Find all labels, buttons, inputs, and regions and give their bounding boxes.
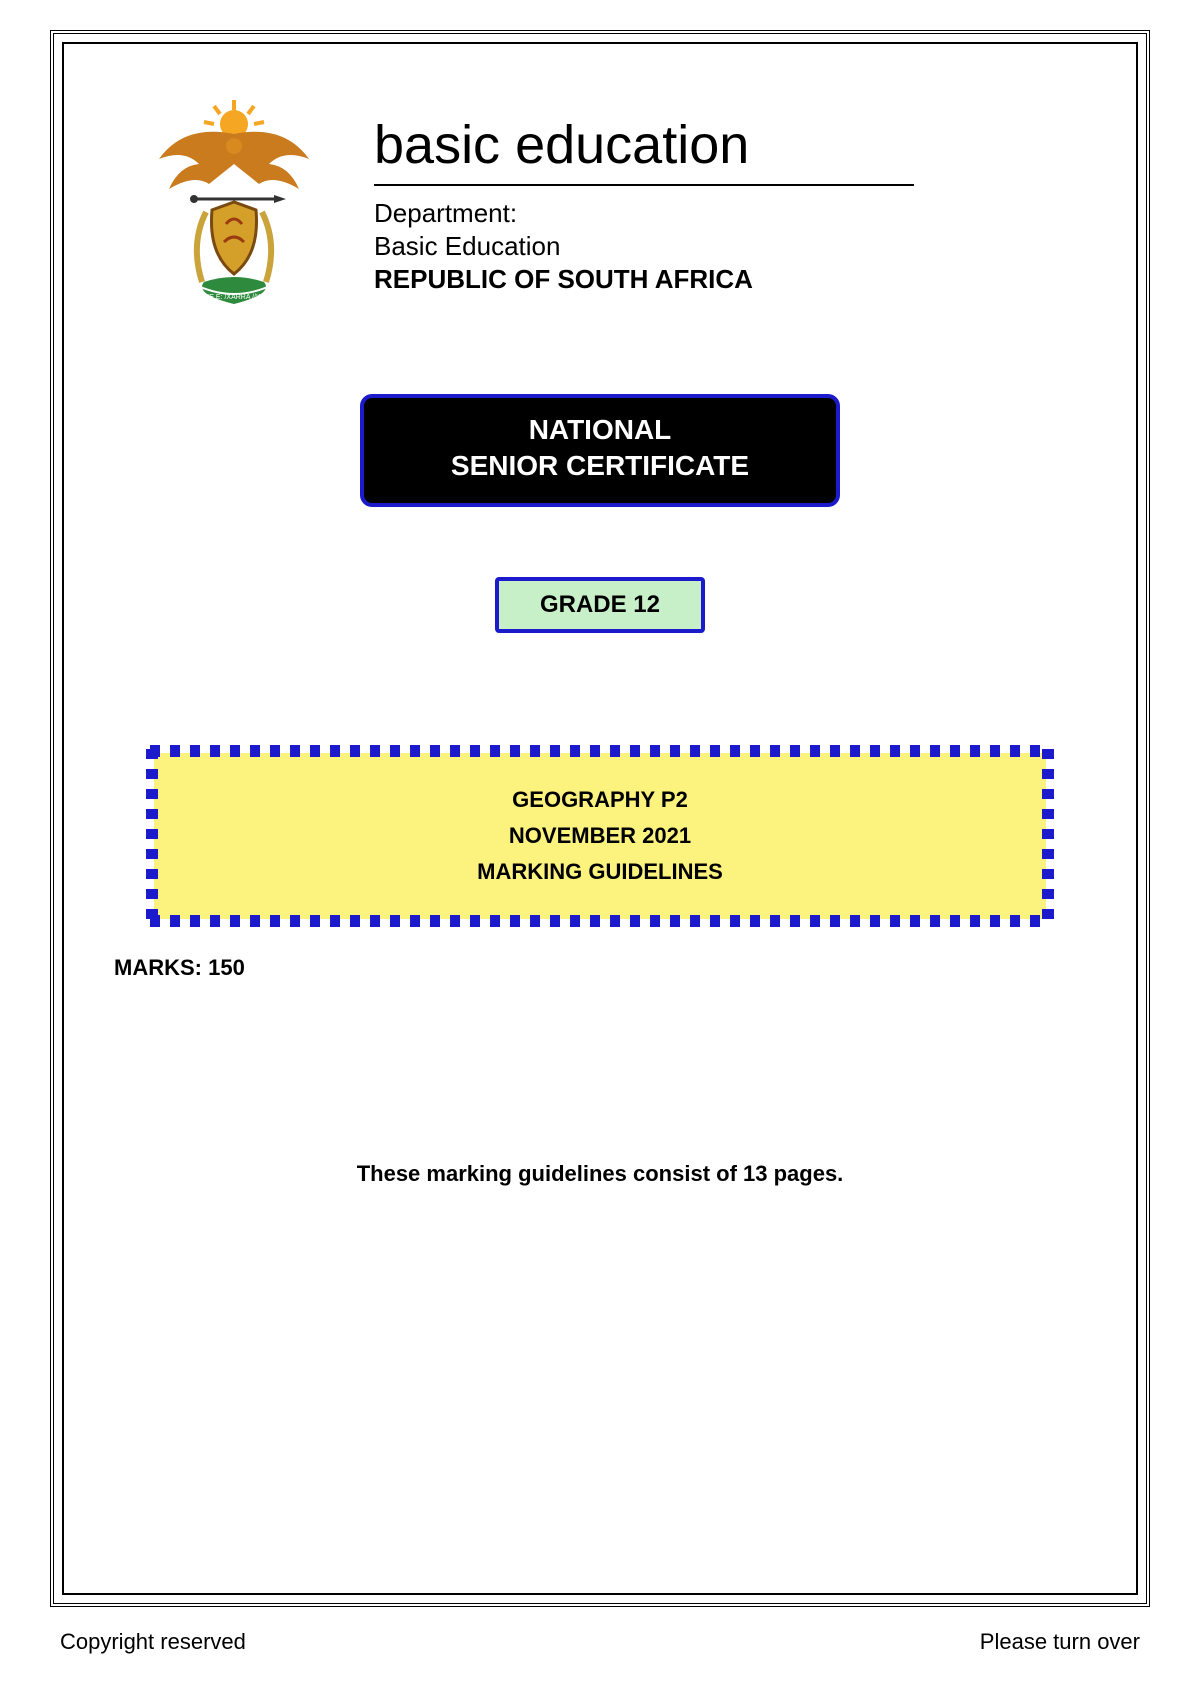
coat-of-arms-icon: !KE E: /XARRA //KE (134, 94, 334, 314)
header-row: !KE E: /XARRA //KE basic education Depar… (134, 94, 1096, 314)
grade-badge: GRADE 12 (495, 577, 705, 633)
country-label: REPUBLIC OF SOUTH AFRICA (374, 264, 914, 295)
pages-note: These marking guidelines consist of 13 p… (104, 1161, 1096, 1187)
inner-border: !KE E: /XARRA //KE basic education Depar… (62, 42, 1138, 1595)
session-line: NOVEMBER 2021 (174, 823, 1026, 849)
footer-left: Copyright reserved (60, 1629, 246, 1655)
subject-line: GEOGRAPHY P2 (174, 787, 1026, 813)
national-line2: SENIOR CERTIFICATE (374, 448, 826, 484)
dash-right (1042, 749, 1054, 923)
dash-top (150, 745, 1050, 757)
dash-bottom (150, 915, 1050, 927)
department-label: Department: (374, 198, 914, 229)
main-title: basic education (374, 114, 914, 186)
dash-left (146, 749, 158, 923)
department-text-block: basic education Department: Basic Educat… (374, 114, 914, 295)
page-content: !KE E: /XARRA //KE basic education Depar… (64, 44, 1136, 1593)
svg-text:!KE E: /XARRA //KE: !KE E: /XARRA //KE (203, 294, 266, 301)
page-footer: Copyright reserved Please turn over (60, 1629, 1140, 1655)
national-certificate-badge: NATIONAL SENIOR CERTIFICATE (360, 394, 840, 507)
national-line1: NATIONAL (374, 412, 826, 448)
outer-double-border: !KE E: /XARRA //KE basic education Depar… (50, 30, 1150, 1607)
marks-label: MARKS: 150 (114, 955, 1096, 981)
department-sub: Basic Education (374, 231, 914, 262)
paper-info-box: GEOGRAPHY P2 NOVEMBER 2021 MARKING GUIDE… (154, 753, 1046, 919)
footer-right: Please turn over (980, 1629, 1140, 1655)
guidelines-line: MARKING GUIDELINES (174, 859, 1026, 885)
